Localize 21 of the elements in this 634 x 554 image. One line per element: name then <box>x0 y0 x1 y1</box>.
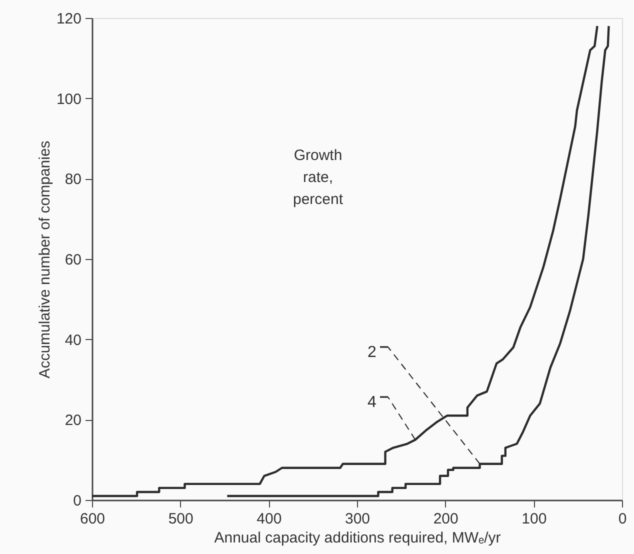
legend-label: 4 <box>368 394 377 411</box>
legend-label: 2 <box>368 344 377 361</box>
x-axis-title: Annual capacity additions required, MWₑ/yr <box>214 530 501 546</box>
x-tick-label: 600 <box>80 510 106 528</box>
y-axis-title: Accumulative number of companies <box>36 140 54 378</box>
line-series <box>226 24 610 498</box>
y-tick-label: 40 <box>64 332 82 349</box>
x-tick-label: 0 <box>618 510 627 528</box>
y-tick-label: 120 <box>56 10 82 28</box>
y-tick-label: 0 <box>73 492 82 510</box>
x-tick-label: 100 <box>522 510 547 528</box>
y-tick-label: 60 <box>64 252 82 268</box>
y-tick-label: 20 <box>64 412 82 430</box>
y-tick-label: 80 <box>64 171 82 188</box>
x-tick-label: 300 <box>344 510 370 528</box>
x-tick-label: 200 <box>433 510 458 528</box>
legend-title: Growth rate, percent <box>292 147 344 208</box>
x-tick-label: 400 <box>256 510 282 528</box>
line-series <box>90 24 598 498</box>
y-tick-label: 100 <box>56 90 82 108</box>
x-tick-label: 500 <box>168 510 194 528</box>
